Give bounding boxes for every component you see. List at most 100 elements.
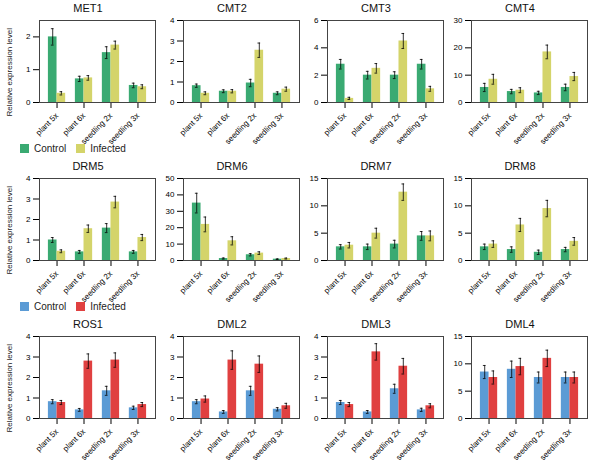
svg-text:plant 6x: plant 6x [349, 427, 375, 453]
svg-text:1: 1 [26, 236, 31, 245]
svg-text:seedling 2x: seedling 2x [367, 111, 403, 147]
svg-text:0: 0 [26, 98, 31, 107]
svg-text:4: 4 [170, 16, 175, 25]
svg-text:2: 2 [314, 71, 319, 80]
svg-text:15: 15 [454, 332, 463, 341]
svg-text:1: 1 [170, 78, 175, 87]
svg-text:5: 5 [314, 229, 319, 238]
svg-text:plant 5x: plant 5x [466, 427, 492, 453]
svg-text:0: 0 [26, 414, 31, 423]
svg-text:seedling 3x: seedling 3x [394, 111, 429, 146]
svg-text:10: 10 [454, 71, 463, 80]
svg-text:seedling 3x: seedling 3x [106, 111, 141, 146]
svg-text:seedling 3x: seedling 3x [394, 269, 429, 304]
svg-text:4: 4 [314, 332, 319, 341]
svg-text:2: 2 [314, 373, 319, 382]
svg-text:2: 2 [26, 32, 31, 41]
svg-text:0: 0 [314, 414, 319, 423]
svg-text:5: 5 [458, 387, 463, 396]
svg-text:0: 0 [170, 98, 175, 107]
svg-text:seedling 2x: seedling 2x [223, 111, 259, 147]
svg-text:4: 4 [314, 43, 319, 52]
svg-text:plant 5x: plant 5x [178, 427, 204, 453]
svg-text:seedling 3x: seedling 3x [394, 427, 429, 462]
svg-text:plant 6x: plant 6x [493, 111, 519, 137]
svg-text:50: 50 [166, 174, 175, 183]
svg-text:plant 6x: plant 6x [205, 269, 231, 295]
svg-text:2: 2 [170, 373, 175, 382]
svg-text:plant 5x: plant 5x [34, 269, 60, 295]
svg-text:plant 5x: plant 5x [178, 269, 204, 295]
svg-text:3: 3 [26, 195, 31, 204]
svg-text:20: 20 [454, 43, 463, 52]
svg-text:plant 5x: plant 5x [466, 111, 492, 137]
svg-text:seedling 3x: seedling 3x [538, 269, 573, 304]
svg-text:0: 0 [458, 98, 463, 107]
svg-text:seedling 2x: seedling 2x [511, 111, 547, 147]
svg-text:plant 6x: plant 6x [493, 427, 519, 453]
svg-text:0: 0 [458, 256, 463, 265]
svg-text:15: 15 [454, 174, 463, 183]
svg-text:10: 10 [310, 201, 319, 210]
svg-text:plant 6x: plant 6x [349, 269, 375, 295]
svg-text:2: 2 [26, 215, 31, 224]
svg-text:5: 5 [458, 229, 463, 238]
svg-text:seedling 3x: seedling 3x [106, 427, 141, 462]
svg-text:4: 4 [170, 332, 175, 341]
svg-text:0: 0 [458, 414, 463, 423]
svg-text:plant 6x: plant 6x [61, 427, 87, 453]
svg-text:10: 10 [166, 240, 175, 249]
svg-text:0: 0 [170, 414, 175, 423]
svg-text:15: 15 [310, 174, 319, 183]
svg-text:0: 0 [314, 98, 319, 107]
svg-text:plant 5x: plant 5x [178, 111, 204, 137]
svg-text:seedling 3x: seedling 3x [106, 269, 141, 304]
svg-text:6: 6 [314, 16, 319, 25]
svg-text:seedling 2x: seedling 2x [223, 427, 259, 463]
svg-text:seedling 2x: seedling 2x [223, 269, 259, 305]
svg-text:30: 30 [166, 207, 175, 216]
svg-text:seedling 3x: seedling 3x [538, 111, 573, 146]
svg-text:seedling 3x: seedling 3x [250, 269, 285, 304]
svg-text:2: 2 [26, 373, 31, 382]
svg-text:plant 6x: plant 6x [205, 427, 231, 453]
svg-text:1: 1 [26, 394, 31, 403]
svg-text:seedling 2x: seedling 2x [367, 269, 403, 305]
svg-text:40: 40 [166, 190, 175, 199]
svg-text:plant 6x: plant 6x [493, 269, 519, 295]
svg-text:1: 1 [170, 394, 175, 403]
svg-text:10: 10 [454, 201, 463, 210]
svg-text:seedling 2x: seedling 2x [79, 427, 115, 463]
svg-text:seedling 3x: seedling 3x [250, 111, 285, 146]
svg-text:plant 5x: plant 5x [322, 427, 348, 453]
svg-text:plant 6x: plant 6x [205, 111, 231, 137]
svg-text:seedling 2x: seedling 2x [79, 269, 115, 305]
svg-text:4: 4 [26, 174, 31, 183]
svg-text:plant 5x: plant 5x [322, 269, 348, 295]
svg-text:plant 6x: plant 6x [61, 269, 87, 295]
svg-text:2: 2 [170, 57, 175, 66]
svg-text:3: 3 [314, 353, 319, 362]
svg-text:1: 1 [26, 65, 31, 74]
svg-text:0: 0 [314, 256, 319, 265]
svg-text:seedling 3x: seedling 3x [538, 427, 573, 462]
svg-text:seedling 3x: seedling 3x [250, 427, 285, 462]
svg-text:0: 0 [170, 256, 175, 265]
svg-text:plant 5x: plant 5x [34, 427, 60, 453]
svg-text:plant 6x: plant 6x [349, 111, 375, 137]
svg-text:1: 1 [314, 394, 319, 403]
svg-text:plant 5x: plant 5x [466, 269, 492, 295]
svg-text:seedling 2x: seedling 2x [511, 269, 547, 305]
svg-text:4: 4 [26, 332, 31, 341]
svg-text:3: 3 [170, 37, 175, 46]
svg-text:plant 5x: plant 5x [322, 111, 348, 137]
svg-text:0: 0 [26, 256, 31, 265]
svg-text:3: 3 [26, 353, 31, 362]
svg-text:3: 3 [170, 353, 175, 362]
svg-text:30: 30 [454, 16, 463, 25]
svg-text:seedling 2x: seedling 2x [79, 111, 115, 147]
svg-text:10: 10 [454, 359, 463, 368]
svg-text:plant 6x: plant 6x [61, 111, 87, 137]
svg-text:20: 20 [166, 223, 175, 232]
svg-text:plant 5x: plant 5x [34, 111, 60, 137]
